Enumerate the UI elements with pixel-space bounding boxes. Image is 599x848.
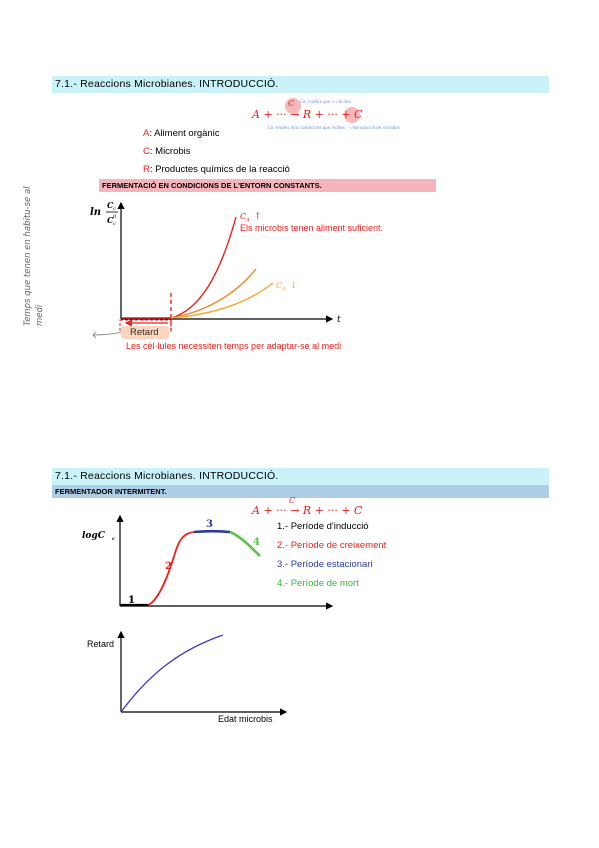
y-axis-frac-den-sub: c [113,221,116,227]
y-axis-frac-num-sub: c [113,206,116,212]
legend-key: R [143,164,150,175]
phase2-segment [147,531,195,606]
highlight-circle [344,107,360,123]
label-ca-low: C [276,281,282,290]
y-axis-frac-num: C [107,200,114,210]
phase-legend: 1.- Període d'inducció 2.- Període de cr… [277,521,386,597]
y-axis-label-ln: ln [90,207,101,218]
curve-mid [170,268,257,319]
retard-box [119,319,172,333]
label-ca-high: C [240,212,246,221]
annotation-bottom: Co: modes dins condicions que moltes ···… [268,125,400,130]
phase-number-2: 2 [165,561,172,572]
legend-text: : Aliment orgànic [149,128,220,139]
section2-equation-block: C A + ··· → R + ··· + C [252,496,392,522]
phase-number-3: 3 [206,519,213,530]
y-axis-frac-den: C [107,215,114,225]
phase-item-1: 1.- Període d'inducció [277,521,369,532]
label-ca-low-arrow: ↓ [290,281,298,291]
section1-title: 7.1.- Reaccions Microbianes. INTRODUCCIÓ… [55,78,279,90]
equation-c-over-arrow: C [288,99,295,108]
legend-key: C [143,146,150,157]
legend-key: A [143,128,150,139]
retard-age-chart [117,630,288,716]
phase3-segment [193,529,231,534]
retard-axis-label: Retard [87,639,115,649]
note-enough-food: Els microbis tenen aliment suficient. [240,223,384,233]
curve-high [170,216,237,319]
curve-low [170,282,274,319]
equation-c-over-arrow: C [289,496,296,505]
y-axis-label-sub: c [112,536,115,542]
section1-equation-block: Co: mateix que + cèl·lula A + ··· → R + … [250,98,410,138]
growth-chart: ln C c C 0 c t C A ↑ C A ↓ [90,200,341,339]
phase-number-1: 1 [128,595,135,606]
legend-item-c: C: Microbis [143,146,403,164]
phase-number-4: 4 [253,537,260,548]
section2-title: 7.1.- Reaccions Microbianes. INTRODUCCIÓ… [55,470,279,482]
x-axis-label: t [337,315,341,325]
phase4-segment [229,530,261,557]
phase-item-4: 4.- Període de mort [277,578,359,589]
section1-subtitle-bar: FERMENTACIÓ EN CONDICIONS DE L'ENTORN CO… [99,179,436,192]
section1-title-bar: 7.1.- Reaccions Microbianes. INTRODUCCIÓ… [52,76,549,93]
handwritten-side-note: Temps que tenen en habitu-se al medi [22,186,46,326]
legend-list: A: Aliment orgànic C: Microbis R: Produc… [143,128,403,182]
legend-text: : Productes químics de la reacció [149,164,290,175]
section1-subtitle: FERMENTACIÓ EN CONDICIONS DE L'ENTORN CO… [102,181,322,190]
retard-label-box [121,326,169,339]
highlight-circle [285,98,301,114]
x-axis-label-age: Edat microbis [218,714,273,724]
label-ca-low-sub: A [281,286,286,292]
note-adapt: Les cèl·lules necessiten temps per adapt… [126,341,342,351]
section2-title-bar: 7.1.- Reaccions Microbianes. INTRODUCCIÓ… [52,468,549,485]
handwritten-arrow [92,331,123,336]
legend-text: : Microbis [149,146,191,157]
y-axis-label: logC [82,531,106,541]
retard-label: Retard [130,327,159,338]
equation: A + ··· → R + ··· + C [252,108,363,121]
y-axis-frac-den-sup: 0 [113,214,117,220]
phase-item-3: 3.- Període estacionari [277,559,373,570]
phase-item-2: 2.- Període de creixement [277,540,387,551]
handwritten-arrow-head [92,331,97,339]
legend-item-a: A: Aliment orgànic [143,128,403,146]
retard-curve [120,634,224,713]
annotation-top: Co: mateix que + cèl·lula [300,99,351,104]
label-ca-high-sub: A [245,217,250,223]
legend-item-r: R: Productes químics de la reacció [143,164,403,182]
section2-subtitle-bar: FERMENTADOR INTERMITENT. [52,485,549,498]
batch-growth-chart: logC c 1 2 3 4 [82,514,334,610]
label-ca-high-arrow: ↑ [254,212,262,222]
handwritten-side-text: Temps que tenen en habitu-se al medi [23,186,45,326]
equation: A + ··· → R + ··· + C [252,504,363,517]
section2-subtitle: FERMENTADOR INTERMITENT. [55,487,167,496]
